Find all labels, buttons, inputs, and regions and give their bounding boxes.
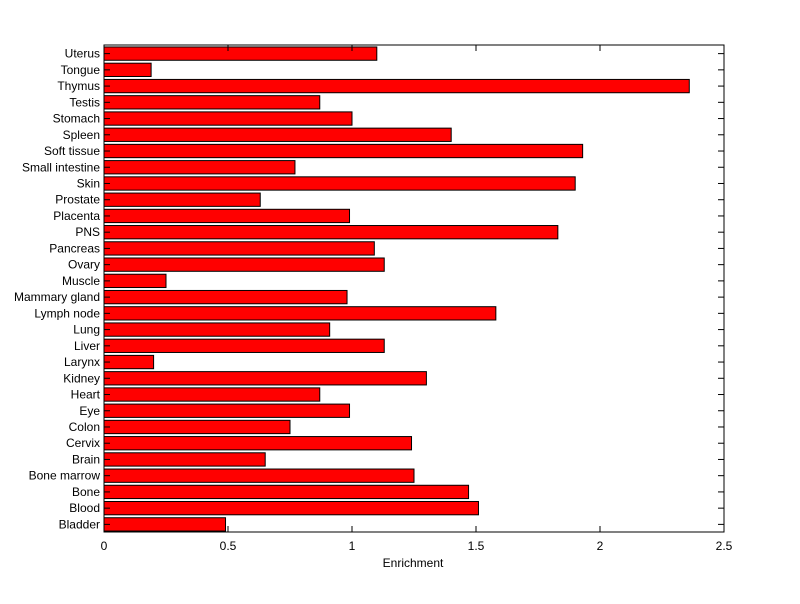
y-tick-label: PNS xyxy=(75,225,100,239)
y-tick-label: Tongue xyxy=(61,63,101,77)
y-tick-label: Brain xyxy=(72,452,100,466)
x-tick-label: 0.5 xyxy=(220,539,237,553)
y-tick-label: Thymus xyxy=(57,79,100,93)
labels-layer: Uterus Tongue Thymus Testis Stomach Spleen Sof… xyxy=(14,47,733,553)
bar-small-intestine xyxy=(103,160,296,175)
bar-colon xyxy=(103,419,291,435)
x-tick-label: 1.5 xyxy=(468,539,485,553)
bar-kidney xyxy=(103,371,427,386)
bar-thymus xyxy=(103,78,690,94)
bar-bladder xyxy=(103,517,227,532)
bar-placenta xyxy=(103,208,351,224)
x-tick-label: 1 xyxy=(349,539,356,553)
bar-lymph-node xyxy=(103,306,497,321)
y-tick-label: Cervix xyxy=(66,436,100,450)
bars-layer xyxy=(103,46,690,532)
y-tick-label: Pancreas xyxy=(49,241,100,255)
bar-blood xyxy=(103,500,479,516)
bar-lung xyxy=(103,322,331,337)
y-tick-label: Eye xyxy=(79,404,100,418)
x-tick-label: 2 xyxy=(597,539,604,553)
bar-cervix xyxy=(103,436,413,451)
plot-frame xyxy=(103,44,725,533)
bar-heart xyxy=(103,387,321,402)
bar-tongue xyxy=(103,62,152,77)
y-tick-label: Prostate xyxy=(55,193,100,207)
bar-uterus xyxy=(103,46,378,61)
y-tick-label: Testis xyxy=(69,95,100,109)
y-tick-label: Lung xyxy=(73,323,100,337)
y-tick-label: Larynx xyxy=(64,355,100,369)
bar-eye xyxy=(103,403,351,418)
y-tick-label: Colon xyxy=(69,420,100,434)
bar-stomach xyxy=(103,111,353,126)
y-tick-label: Heart xyxy=(71,388,101,402)
bar-soft-tissue xyxy=(103,143,584,159)
y-tick-label: Spleen xyxy=(63,128,100,142)
bar-bone-marrow xyxy=(103,468,415,483)
bar-spleen xyxy=(103,127,452,142)
bar-pancreas xyxy=(103,241,375,256)
bar-prostate xyxy=(103,192,261,207)
y-tick-label: Stomach xyxy=(53,112,100,126)
bar-pns xyxy=(103,225,559,240)
y-tick-label: Muscle xyxy=(62,274,100,288)
x-tick-label: 0 xyxy=(101,539,108,553)
y-tick-label: Lymph node xyxy=(34,306,100,320)
ticks-layer xyxy=(103,45,725,532)
y-tick-label: Kidney xyxy=(63,371,100,385)
y-tick-label: Skin xyxy=(77,176,100,190)
bar-ovary xyxy=(103,257,385,272)
y-tick-label: Mammary gland xyxy=(14,290,100,304)
bar-brain xyxy=(103,452,266,467)
x-tick-label: 2.5 xyxy=(716,539,733,553)
bar-larynx xyxy=(103,354,155,370)
y-tick-label: Small intestine xyxy=(22,160,100,174)
y-tick-label: Soft tissue xyxy=(44,144,100,158)
y-tick-label: Bone xyxy=(72,485,100,499)
y-tick-label: Bladder xyxy=(59,517,100,531)
x-axis-label: Enrichment xyxy=(383,556,444,570)
bar-testis xyxy=(103,95,321,110)
y-tick-label: Liver xyxy=(74,339,100,353)
y-tick-label: Uterus xyxy=(65,47,100,61)
bar-liver xyxy=(103,338,385,353)
bar-bone xyxy=(103,484,470,500)
y-tick-label: Placenta xyxy=(53,209,100,223)
y-tick-label: Bone marrow xyxy=(29,469,101,483)
bar-muscle xyxy=(103,273,167,289)
bar-skin xyxy=(103,176,576,191)
y-tick-label: Ovary xyxy=(68,258,100,272)
bar-mammary-gland xyxy=(103,289,348,305)
y-tick-label: Blood xyxy=(69,501,100,515)
